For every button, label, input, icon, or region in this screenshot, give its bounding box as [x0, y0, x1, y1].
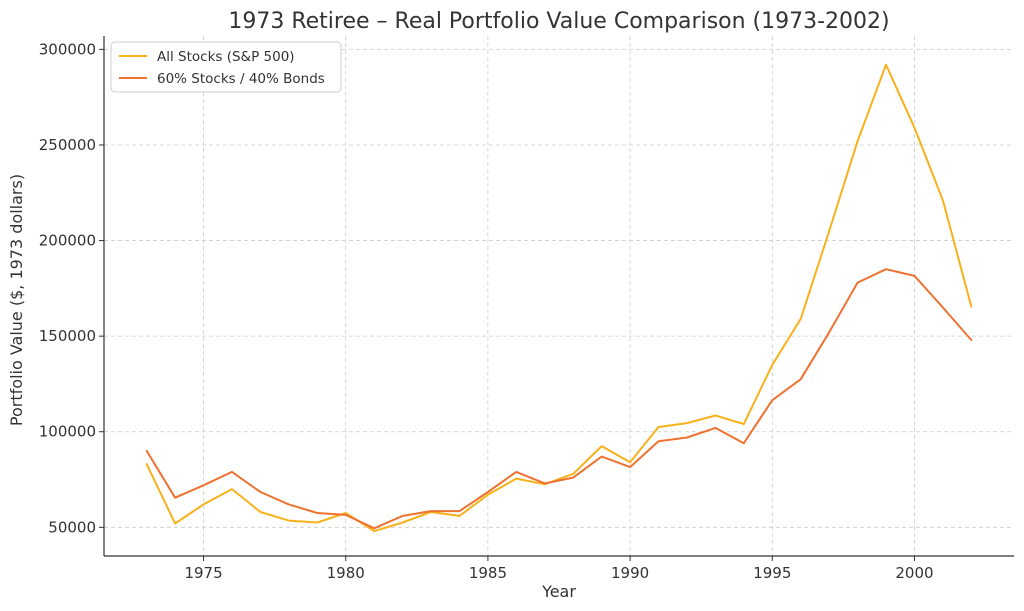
y-tick-label: 200000 [39, 232, 96, 250]
x-tick-label: 2000 [895, 564, 933, 582]
y-tick-label: 100000 [39, 423, 96, 441]
series-line-0 [145, 63, 973, 533]
x-tick-label: 1980 [327, 564, 365, 582]
x-tick-label: 1990 [611, 564, 649, 582]
legend-label-60-40: 60% Stocks / 40% Bonds [157, 71, 325, 87]
series-lines [145, 63, 973, 533]
grid [104, 36, 1014, 556]
x-axis-label: Year [541, 582, 576, 601]
y-tick-label: 150000 [39, 327, 96, 345]
legend: All Stocks (S&P 500) 60% Stocks / 40% Bo… [110, 41, 342, 93]
y-tick-label: 50000 [48, 518, 96, 536]
y-axis-label: Portfolio Value ($, 1973 dollars) [7, 174, 26, 426]
axes [103, 36, 1014, 557]
x-axis-ticks: 1975 1980 1985 1990 1995 2000 [184, 556, 934, 582]
x-tick-label: 1985 [469, 564, 507, 582]
y-axis-ticks: 50000 100000 150000 200000 250000 300000 [39, 40, 104, 536]
chart-title: 1973 Retiree – Real Portfolio Value Comp… [228, 9, 889, 34]
y-tick-label: 250000 [39, 136, 96, 154]
x-tick-label: 1975 [184, 564, 222, 582]
x-tick-label: 1995 [753, 564, 791, 582]
legend-box [110, 41, 342, 93]
y-tick-label: 300000 [39, 40, 96, 58]
legend-label-all-stocks: All Stocks (S&P 500) [157, 49, 295, 65]
series-line-1 [145, 268, 973, 530]
